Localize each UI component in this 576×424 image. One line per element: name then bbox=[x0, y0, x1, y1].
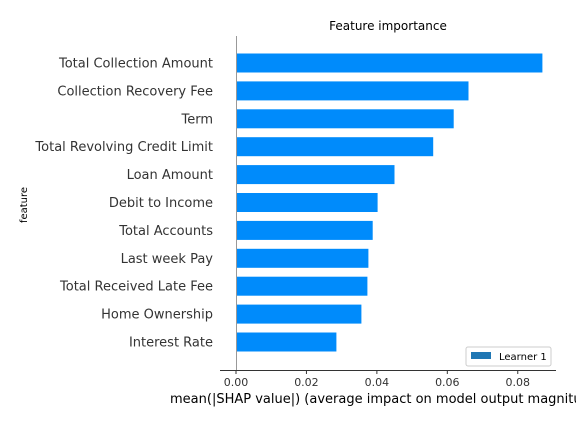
bar bbox=[236, 332, 337, 352]
x-axis-label: mean(|SHAP value|) (average impact on mo… bbox=[170, 392, 576, 407]
category-label: Last week Pay bbox=[121, 252, 214, 267]
bar bbox=[236, 220, 373, 240]
bar bbox=[236, 109, 454, 129]
x-tick-label: 0.00 bbox=[224, 376, 249, 389]
bar bbox=[236, 165, 395, 185]
legend-box bbox=[465, 346, 552, 367]
bar bbox=[236, 248, 369, 268]
category-labels: Total Collection Amount Collection Recove… bbox=[34, 57, 213, 351]
category-label: Total Received Late Fee bbox=[59, 280, 213, 295]
x-tick-label: 0.08 bbox=[506, 376, 531, 389]
x-ticks: 0.00 0.02 0.04 0.06 0.08 bbox=[224, 370, 530, 389]
x-tick-label: 0.04 bbox=[365, 376, 390, 389]
category-label: Term bbox=[180, 112, 213, 127]
category-label: Home Ownership bbox=[101, 308, 213, 323]
category-label: Loan Amount bbox=[127, 168, 213, 183]
bar bbox=[236, 137, 434, 157]
x-tick-label: 0.02 bbox=[294, 376, 319, 389]
category-label: Total Revolving Credit Limit bbox=[34, 140, 213, 155]
legend-entry: Learner 1 bbox=[499, 352, 547, 363]
category-label: Interest Rate bbox=[129, 336, 213, 351]
y-axis-label: feature bbox=[19, 187, 30, 223]
bar bbox=[236, 304, 362, 324]
category-label: Collection Recovery Fee bbox=[57, 84, 213, 99]
category-label: Debit to Income bbox=[109, 196, 213, 211]
legend-swatch bbox=[471, 352, 491, 359]
category-label: Total Collection Amount bbox=[58, 57, 213, 72]
bar bbox=[236, 276, 368, 296]
bar bbox=[236, 81, 469, 101]
legend: Learner 1 bbox=[465, 346, 552, 367]
bar bbox=[236, 193, 378, 212]
bar bbox=[236, 53, 543, 73]
chart-title: Feature importance bbox=[329, 19, 447, 33]
x-tick-label: 0.06 bbox=[435, 376, 460, 389]
bars-group bbox=[236, 53, 543, 352]
category-label: Total Accounts bbox=[118, 224, 213, 239]
